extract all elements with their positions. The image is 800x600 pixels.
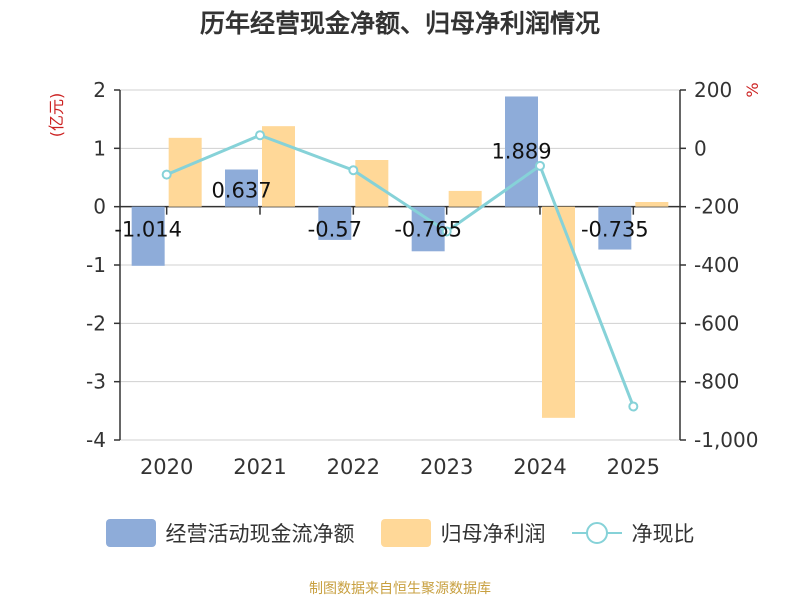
ratio-point [441,226,452,237]
y-right-tick-label: -800 [694,370,739,394]
legend-label-ratio: 净现比 [631,522,695,546]
data-label-cashflow: -0.57 [308,218,362,242]
legend-item-ratio[interactable]: 净现比 [571,518,695,548]
y-right-tick-label: -200 [694,195,739,219]
y-right-axis-label: % [743,82,762,97]
legend-item-profit[interactable]: 归母净利润 [380,518,546,548]
chart-title: 历年经营现金净额、归母净利润情况 [199,9,600,38]
y-right-tick-label: 200 [694,78,732,102]
bar-cashflow [318,206,352,240]
bar-cashflow [598,206,632,250]
legend-item-cashflow[interactable]: 经营活动现金流净额 [105,518,355,548]
legend-label-cashflow: 经营活动现金流净额 [165,522,355,546]
y-left-axis-label: (亿元) [47,93,66,138]
bar-profit [448,190,482,207]
y-left-tick-label: 1 [93,136,106,160]
x-tick-label: 2023 [420,455,473,479]
data-label-cashflow: -0.735 [581,218,649,242]
data-label-cashflow: 0.637 [211,179,271,203]
x-tick-label: 2024 [513,455,566,479]
ratio-line [166,133,635,408]
y-left-tick-label: -1 [86,253,106,277]
legend-swatch-ratio [571,519,622,547]
legend-label-profit: 归母净利润 [440,522,546,546]
x-tick-label: 2025 [607,455,660,479]
y-left-tick-label: 0 [93,195,106,219]
y-right-tick-label: -1,000 [694,428,758,452]
bar-profit [542,206,575,418]
bar-cashflow [411,206,445,252]
y-left-tick-label: -2 [86,311,106,335]
source-note: 制图数据来自恒生聚源数据库 [309,581,491,597]
ratio-point [255,130,265,141]
x-tick-label: 2021 [233,455,286,479]
y-right-tick-label: 0 [694,136,707,160]
ratio-point [628,401,639,412]
ratio-point [348,165,359,176]
data-label-cashflow: -1.014 [114,218,182,242]
y-left-tick-label: -3 [86,370,106,394]
data-label-cashflow: -0.765 [394,218,462,242]
y-right-tick-label: -400 [694,253,739,277]
x-tick-label: 2022 [327,455,380,479]
bar-cashflow [131,206,165,266]
x-tick-label: 2020 [140,455,193,479]
legend-swatch-cashflow [105,519,156,547]
data-label-cashflow: 1.889 [491,139,551,163]
y-left-tick-label: 2 [93,78,106,102]
legend-swatch-profit [380,519,431,547]
ratio-point [535,160,545,171]
bar-cashflow [225,169,258,207]
ratio-point [161,169,172,180]
y-left-tick-label: -4 [86,428,106,452]
bar-profit [635,202,669,207]
y-right-tick-label: -600 [694,311,739,335]
legend: 经营活动现金流净额 归母净利润 净现比 [0,518,800,548]
